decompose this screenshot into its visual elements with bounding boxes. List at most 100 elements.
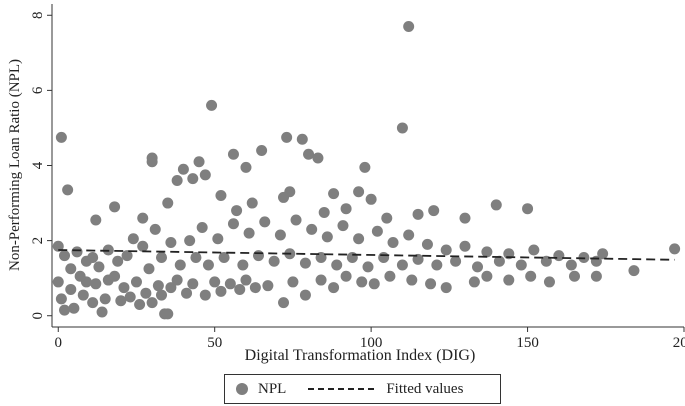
npl-point <box>212 233 224 245</box>
npl-point <box>156 289 168 301</box>
npl-point <box>165 236 177 248</box>
x-tick-label: 50 <box>207 335 222 351</box>
npl-point <box>481 270 493 282</box>
npl-point <box>387 236 399 248</box>
npl-point <box>406 274 418 286</box>
npl-point <box>440 244 452 256</box>
npl-point <box>493 255 505 267</box>
npl-point <box>278 191 290 203</box>
npl-point <box>55 293 67 305</box>
npl-point <box>156 252 168 264</box>
legend-item-fitted: Fitted values <box>286 381 463 398</box>
npl-point <box>274 229 286 241</box>
x-axis-title: Digital Transformation Index (DIG) <box>245 347 476 364</box>
npl-point <box>146 297 158 309</box>
npl-point <box>124 291 136 303</box>
npl-point <box>96 306 108 318</box>
npl-point <box>412 253 424 265</box>
npl-point <box>528 244 540 256</box>
x-tick-label: 150 <box>516 335 539 351</box>
npl-point <box>481 246 493 258</box>
npl-point <box>68 302 80 314</box>
npl-point <box>137 212 149 224</box>
npl-point <box>340 270 352 282</box>
npl-point <box>362 261 374 273</box>
npl-point <box>140 287 152 299</box>
y-tick-label: 2 <box>30 237 46 245</box>
npl-point <box>93 261 105 273</box>
npl-point <box>296 133 308 145</box>
npl-point <box>121 250 133 262</box>
fitted-line-group <box>58 249 675 261</box>
npl-point <box>459 212 471 224</box>
npl-point <box>227 218 239 230</box>
npl-point <box>340 203 352 215</box>
npl-point <box>165 282 177 294</box>
legend-item-npl: NPL <box>225 381 286 398</box>
npl-point <box>65 263 77 275</box>
legend-dashed-line-icon <box>308 388 375 390</box>
npl-point <box>440 282 452 294</box>
npl-point <box>199 289 211 301</box>
npl-point <box>130 276 142 288</box>
npl-point <box>543 276 555 288</box>
npl-point <box>227 148 239 160</box>
npl-point <box>174 259 186 271</box>
npl-point <box>193 156 205 168</box>
npl-point <box>99 293 111 305</box>
npl-point <box>181 287 193 299</box>
npl-point <box>378 252 390 264</box>
npl-point <box>515 259 527 271</box>
npl-point <box>359 161 371 173</box>
npl-point <box>190 252 202 264</box>
npl-point <box>396 122 408 134</box>
npl-point <box>87 297 99 309</box>
npl-point <box>525 270 537 282</box>
npl-point <box>134 298 146 310</box>
npl-point <box>234 283 246 295</box>
npl-point <box>287 276 299 288</box>
npl-point <box>590 270 602 282</box>
npl-point <box>553 250 565 262</box>
npl-point <box>109 201 121 213</box>
npl-point <box>468 276 480 288</box>
npl-point <box>112 255 124 267</box>
npl-point <box>321 231 333 243</box>
y-tick-label: 6 <box>30 86 46 94</box>
npl-point <box>450 255 462 267</box>
fitted-line <box>58 249 675 261</box>
npl-point <box>65 283 77 295</box>
npl-scatter-points <box>52 21 681 320</box>
npl-point <box>162 308 174 320</box>
npl-point <box>252 250 264 262</box>
npl-point <box>472 261 484 273</box>
axis-ticks: 0 50 100 150 200 0 2 4 6 8 <box>30 12 685 351</box>
npl-point <box>59 250 71 262</box>
npl-point <box>184 235 196 247</box>
npl-point <box>109 270 121 282</box>
npl-point <box>52 240 64 252</box>
npl-point <box>71 246 83 258</box>
npl-point <box>52 276 64 288</box>
npl-point <box>328 188 340 200</box>
npl-point <box>365 193 377 205</box>
npl-point <box>278 297 290 309</box>
legend-label-fitted: Fitted values <box>386 380 464 397</box>
npl-point <box>425 278 437 290</box>
npl-point <box>403 21 415 33</box>
npl-point <box>62 184 74 196</box>
npl-point <box>137 240 149 252</box>
npl-point <box>231 205 243 217</box>
x-tick-label: 0 <box>55 335 63 351</box>
y-tick-label: 4 <box>30 161 46 169</box>
npl-point <box>196 221 208 233</box>
npl-point <box>246 197 258 209</box>
npl-point <box>412 208 424 220</box>
npl-point <box>318 206 330 218</box>
npl-point <box>152 280 164 292</box>
npl-point <box>55 131 67 143</box>
npl-point <box>90 278 102 290</box>
npl-point <box>87 252 99 264</box>
y-axis-title: Non-Performing Loan Ratio (NPL) <box>7 59 23 271</box>
